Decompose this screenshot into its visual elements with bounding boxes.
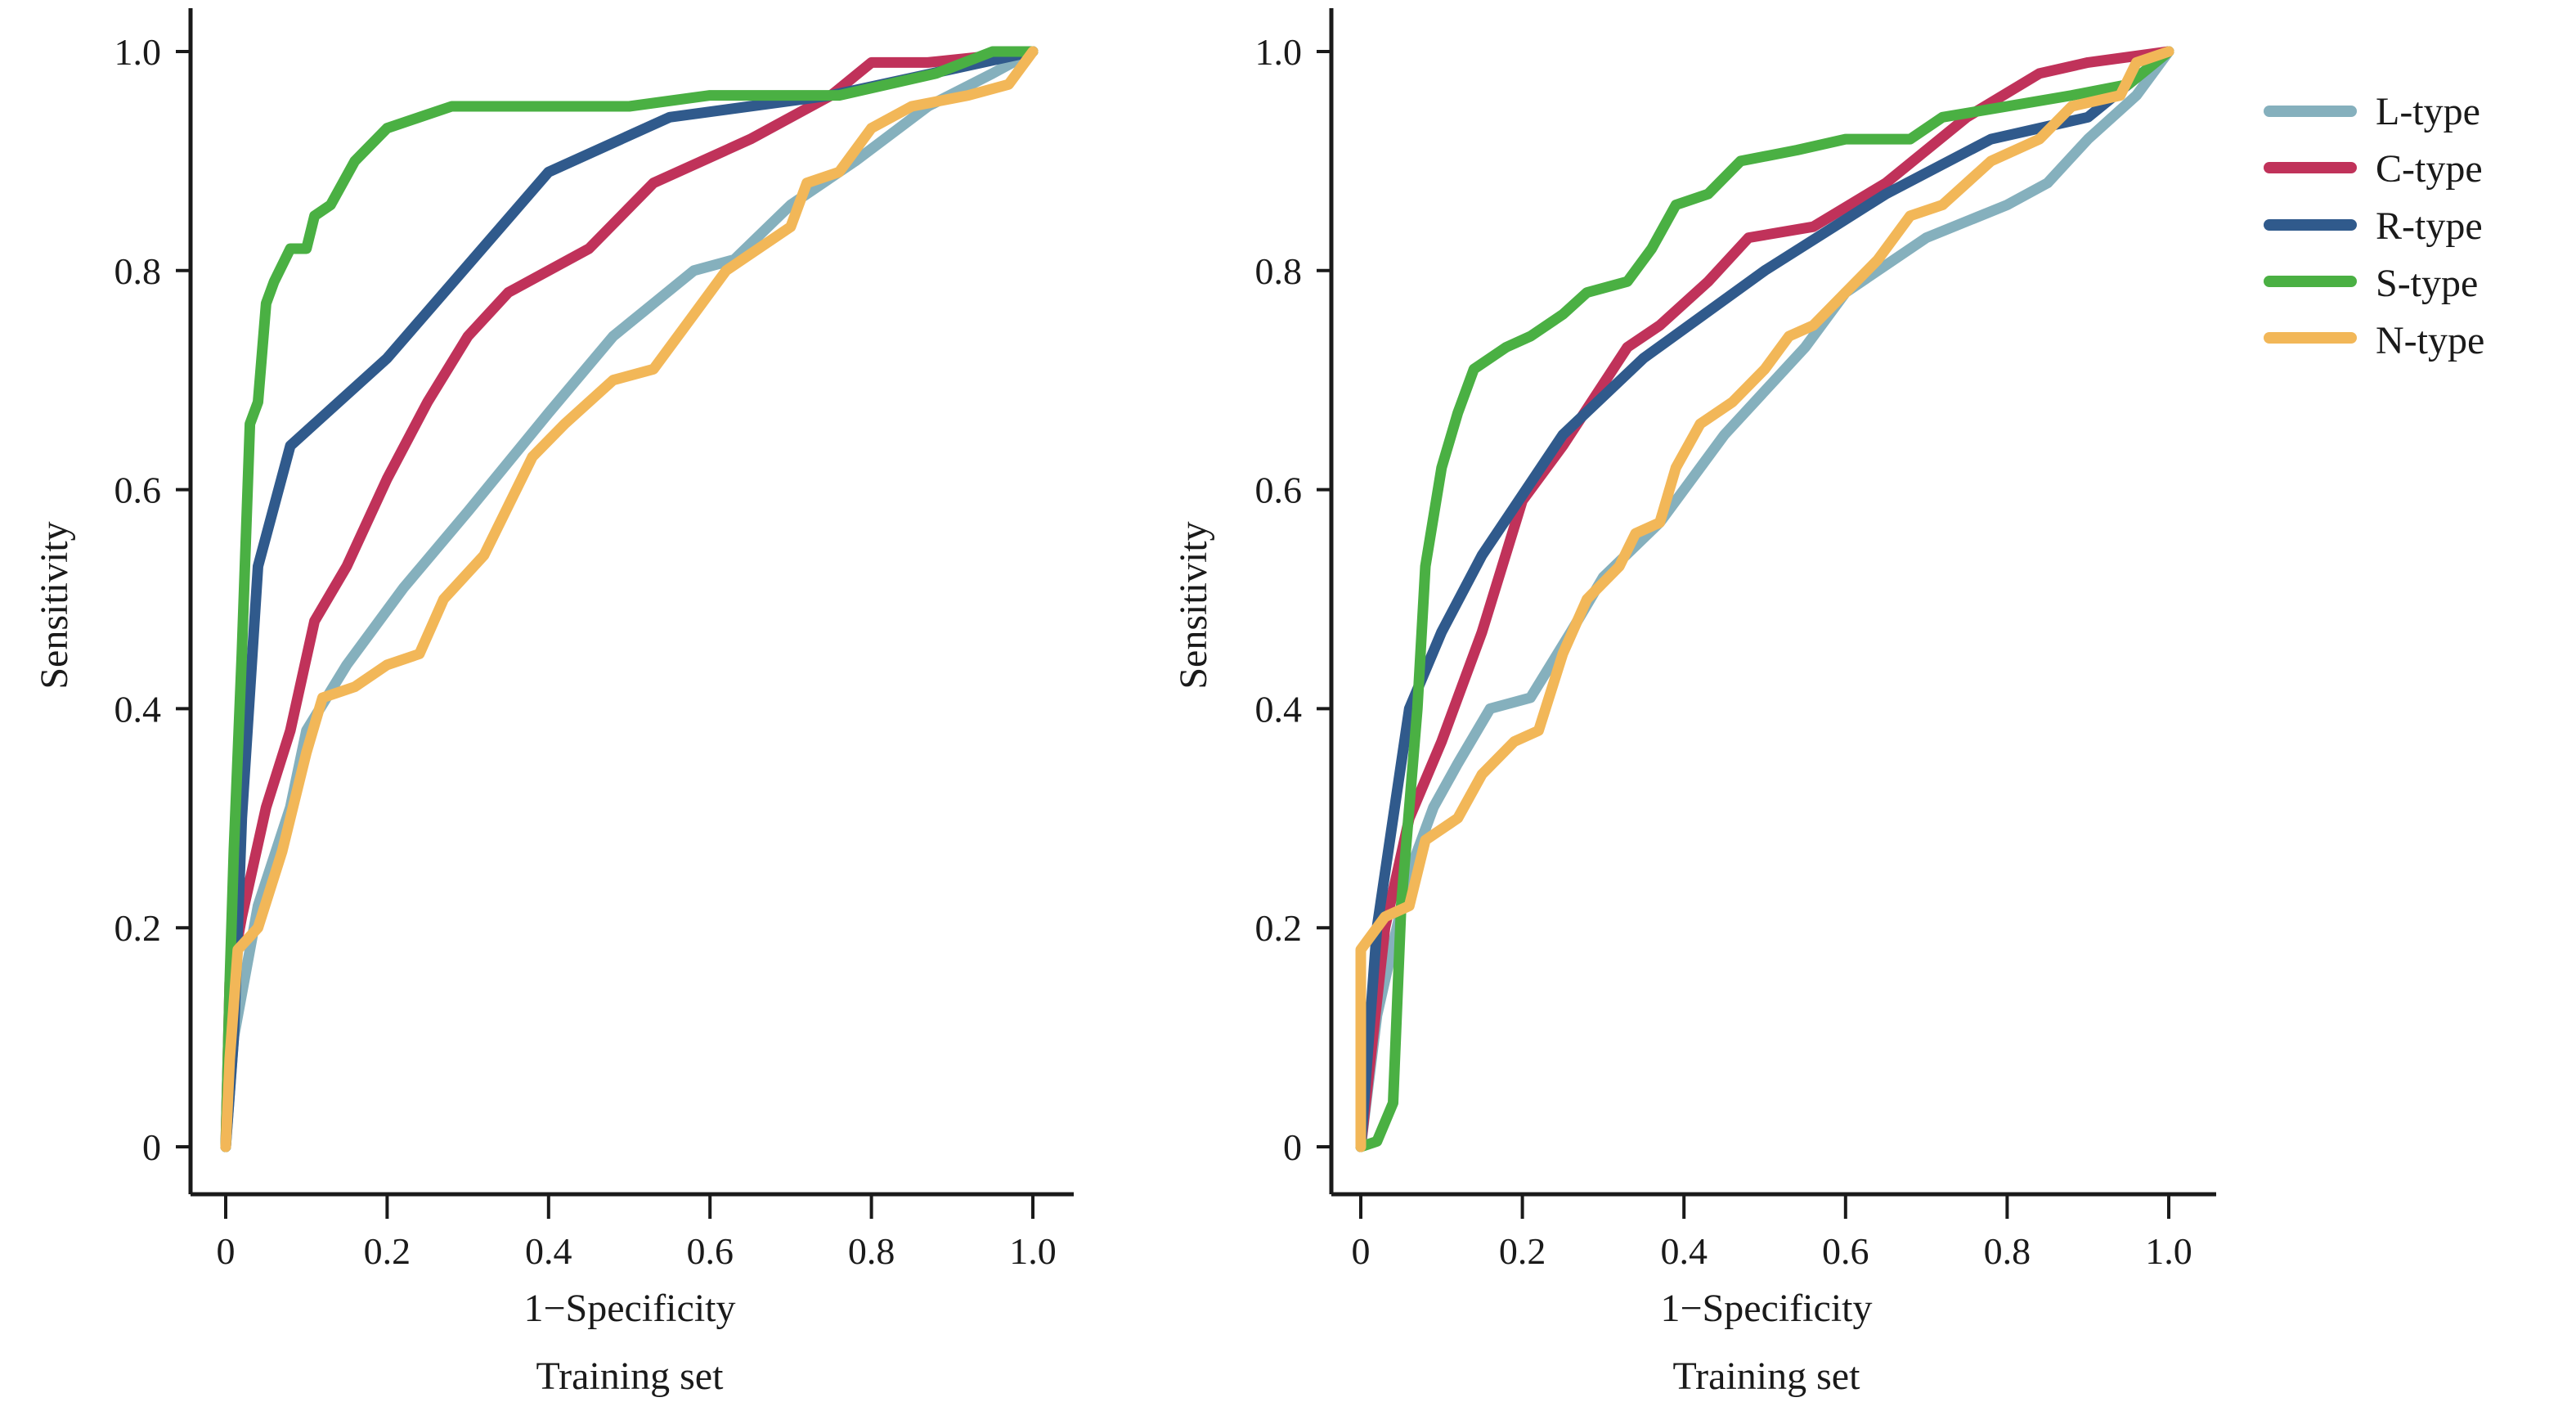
roc-panel-right: 0 0.2 0.4 0.6 0.8 1.0 0 0.2 0.4 0.6 0.8 1.0 Sensit… — [1172, 8, 2216, 1398]
y-tick-label: 0.6 — [1255, 470, 1303, 511]
y-tick-label: 0.8 — [114, 250, 162, 292]
y-tick-label: 0.2 — [1255, 907, 1303, 949]
y-tick-label: 0.8 — [1255, 250, 1303, 292]
roc-curve-l-type — [220, 46, 1039, 1153]
roc-curves — [1355, 46, 2174, 1153]
x-tick-label: 0.2 — [1499, 1230, 1546, 1272]
legend-item-n-type: N-type — [2264, 319, 2484, 362]
y-tick-label: 0 — [142, 1126, 161, 1168]
x-tick-label: 1.0 — [2145, 1230, 2192, 1272]
y-tick-label: 0.4 — [114, 688, 162, 730]
x-ticks: 0 0.2 0.4 0.6 0.8 1.0 — [1352, 1194, 2192, 1272]
y-tick-label: 1.0 — [114, 31, 162, 73]
roc-curve-s-type — [1355, 46, 2174, 1153]
y-tick-label: 0.4 — [1255, 688, 1303, 730]
x-tick-label: 0.4 — [525, 1230, 572, 1272]
x-tick-label: 1.0 — [1009, 1230, 1057, 1272]
roc-curve-n-type — [220, 46, 1039, 1153]
y-tick-label: 0.2 — [114, 907, 162, 949]
y-tick-label: 0.6 — [114, 470, 162, 511]
x-tick-label: 0.2 — [364, 1230, 411, 1272]
legend: L-type C-type R-type S-type N-type — [2264, 90, 2484, 362]
roc-curve-s-type — [220, 46, 1039, 1153]
panel-subtitle: Training set — [536, 1355, 725, 1398]
legend-label: S-type — [2376, 262, 2478, 305]
roc-curves — [220, 46, 1039, 1153]
y-ticks: 0 0.2 0.4 0.6 0.8 1.0 — [1255, 31, 1331, 1168]
x-tick-label: 0.6 — [686, 1230, 734, 1272]
y-tick-label: 1.0 — [1255, 31, 1303, 73]
panel-subtitle: Training set — [1673, 1355, 1861, 1398]
legend-label: L-type — [2376, 90, 2480, 133]
y-ticks: 0 0.2 0.4 0.6 0.8 1.0 — [114, 31, 191, 1168]
x-axis-title: 1−Specificity — [1660, 1287, 1872, 1330]
roc-curve-l-type — [1355, 46, 2174, 1153]
roc-panel-left: 0 0.2 0.4 0.6 0.8 1.0 0 0.2 0.4 0.6 0.8 1.0 Sensit… — [33, 8, 1074, 1398]
legend-item-r-type: R-type — [2264, 204, 2483, 248]
legend-item-c-type: C-type — [2264, 147, 2483, 191]
legend-label: N-type — [2376, 319, 2484, 362]
y-tick-label: 0 — [1283, 1126, 1302, 1168]
x-tick-label: 0 — [217, 1230, 236, 1272]
x-tick-label: 0 — [1352, 1230, 1371, 1272]
x-tick-label: 0.8 — [1984, 1230, 2031, 1272]
roc-curve-n-type — [1355, 46, 2174, 1153]
x-tick-label: 0.4 — [1660, 1230, 1708, 1272]
y-axis-title: Sensitivity — [1172, 521, 1215, 689]
x-tick-label: 0.8 — [848, 1230, 895, 1272]
roc-curve-r-type — [220, 46, 1039, 1153]
legend-item-s-type: S-type — [2264, 262, 2478, 305]
legend-item-l-type: L-type — [2264, 90, 2480, 133]
x-axis-title: 1−Specificity — [523, 1287, 735, 1330]
legend-label: C-type — [2376, 147, 2483, 191]
x-tick-label: 0.6 — [1822, 1230, 1869, 1272]
roc-curve-r-type — [1355, 46, 2174, 1153]
roc-curve-c-type — [220, 46, 1039, 1153]
roc-curve-c-type — [1355, 46, 2174, 1153]
legend-label: R-type — [2376, 204, 2483, 248]
x-ticks: 0 0.2 0.4 0.6 0.8 1.0 — [217, 1194, 1057, 1272]
y-axis-title: Sensitivity — [33, 521, 76, 689]
